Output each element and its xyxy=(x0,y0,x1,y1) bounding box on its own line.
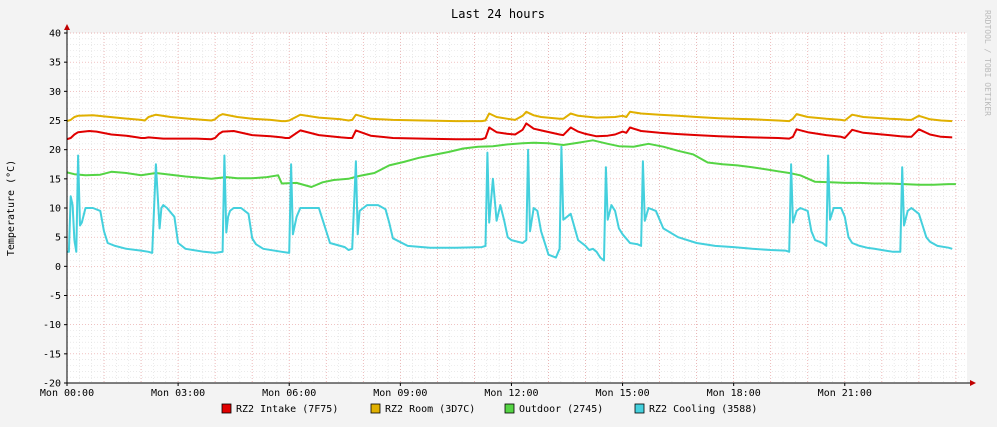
legend: RZ2 Intake (7F75) RZ2 Room (3D7C) Outdoor … xyxy=(221,403,757,415)
legend-label-1: RZ2 Intake (7F75) xyxy=(236,404,338,415)
legend-swatch-4 xyxy=(634,403,645,414)
legend-swatch-1 xyxy=(221,403,232,414)
series-line-4 xyxy=(67,145,953,262)
x-tick-label: Mon 12:00 xyxy=(484,388,538,399)
y-tick-label: 30 xyxy=(49,87,61,98)
x-tick-label: Mon 09:00 xyxy=(373,388,427,399)
y-tick-label: 35 xyxy=(49,58,61,69)
x-tick-label: Mon 00:00 xyxy=(40,388,94,399)
grid xyxy=(66,32,967,384)
chart-title: Last 24 hours xyxy=(451,7,545,21)
x-tick-label: Mon 06:00 xyxy=(262,388,316,399)
y-tick-label: -5 xyxy=(49,291,61,302)
legend-label-2: RZ2 Room (3D7C) xyxy=(385,404,475,415)
x-tick-label: Mon 21:00 xyxy=(818,388,872,399)
y-tick-label: -10 xyxy=(43,320,61,331)
y-tick-label: 10 xyxy=(49,204,61,215)
y-tick-label: 40 xyxy=(49,29,61,40)
x-axis-arrow xyxy=(970,380,976,386)
series-line-3 xyxy=(66,139,956,188)
y-tick-label: -15 xyxy=(43,349,61,360)
series-lines xyxy=(66,110,956,262)
series-line-1 xyxy=(66,122,953,141)
y-tick-label: -20 xyxy=(43,379,61,390)
y-tick-label: 5 xyxy=(55,233,61,244)
y-tick-label: 25 xyxy=(49,116,61,127)
y-tick-label: 0 xyxy=(55,262,61,273)
legend-swatch-3 xyxy=(504,403,515,414)
legend-swatch-2 xyxy=(370,403,381,414)
x-tick-label: Mon 03:00 xyxy=(151,388,205,399)
watermark: RRDTOOL / TOBI OETIKER xyxy=(983,10,992,116)
legend-label-4: RZ2 Cooling (3588) xyxy=(649,404,757,415)
y-axis-label: Temperature (°C) xyxy=(6,160,17,256)
x-tick-label: Mon 15:00 xyxy=(595,388,649,399)
y-tick-label: 15 xyxy=(49,174,61,185)
series-line-2 xyxy=(66,110,953,123)
legend-label-3: Outdoor (2745) xyxy=(519,404,603,415)
y-tick-label: 20 xyxy=(49,145,61,156)
y-axis-arrow xyxy=(64,24,70,30)
x-tick-label: Mon 18:00 xyxy=(707,388,761,399)
